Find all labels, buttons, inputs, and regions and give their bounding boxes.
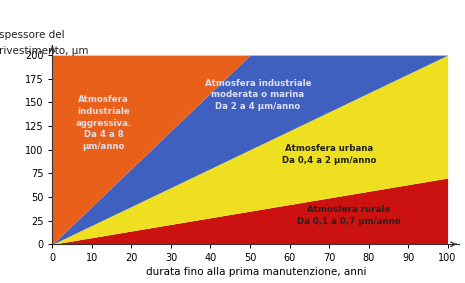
Text: rivestimento, μm: rivestimento, μm: [0, 46, 89, 56]
Text: Atmosfera rurale
Da 0,1 a 0,7 μm/anno: Atmosfera rurale Da 0,1 a 0,7 μm/anno: [297, 205, 401, 226]
Text: spessore del: spessore del: [0, 30, 65, 40]
Text: Atmosfera urbana
Da 0,4 a 2 μm/anno: Atmosfera urbana Da 0,4 a 2 μm/anno: [282, 144, 376, 165]
Text: Atmosfera industriale
moderata o marina
Da 2 a 4 μm/anno: Atmosfera industriale moderata o marina …: [205, 78, 311, 111]
Text: Atmosfera
industriale
aggressiva.
Da 4 a 8
μm/anno: Atmosfera industriale aggressiva. Da 4 a…: [76, 95, 132, 151]
X-axis label: durata fino alla prima manutenzione, anni: durata fino alla prima manutenzione, ann…: [146, 267, 366, 277]
